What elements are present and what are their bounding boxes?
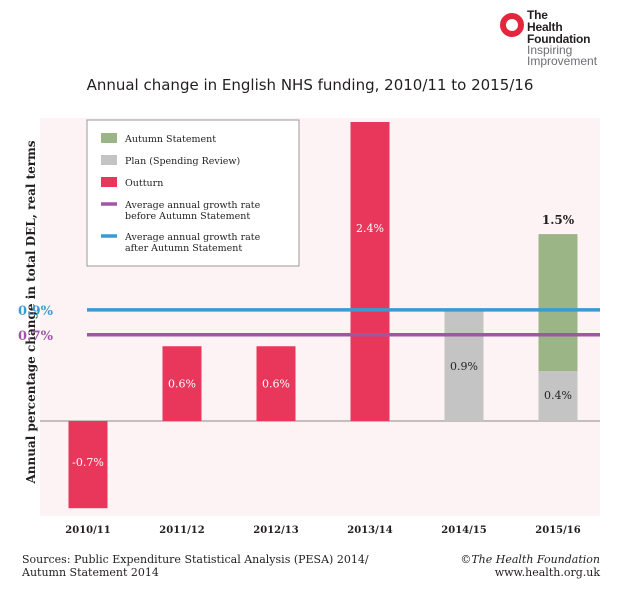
legend-swatch [101, 155, 117, 165]
total-label: 1.5% [542, 213, 575, 227]
legend [86, 119, 300, 267]
brand-tagline: Inspiring Improvement [527, 43, 598, 68]
bar-outturn-2010-11 [68, 421, 108, 509]
x-tick-label: 2011/12 [159, 525, 204, 536]
data-label: 2.4% [356, 222, 384, 235]
brand-tagline-line-2: Improvement [527, 54, 598, 68]
data-label: 0.4% [544, 389, 572, 402]
legend-swatch [101, 133, 117, 143]
sources-line-2: Autumn Statement 2014 [22, 566, 159, 579]
legend-swatch [101, 177, 117, 187]
reference-label: 0.7% [18, 329, 54, 344]
bar-plan-spending-review-2014-15 [444, 308, 484, 421]
data-label: -0.7% [72, 456, 104, 469]
x-tick-label: 2013/14 [347, 525, 392, 536]
legend-label: after Autumn Statement [125, 243, 242, 254]
sources-line-1: Sources: Public Expenditure Statistical … [22, 553, 369, 566]
legend-label: before Autumn Statement [125, 211, 250, 222]
data-label: 0.6% [168, 377, 196, 390]
y-axis-label: Annual percentage change in total DEL, r… [24, 140, 38, 484]
chart-title: Annual change in English NHS funding, 20… [86, 76, 534, 94]
legend-label: Average annual growth rate [124, 200, 261, 211]
x-tick-label: 2010/11 [65, 525, 110, 536]
bar-outturn-2011-12 [162, 346, 202, 421]
website-link: www.health.org.uk [494, 566, 600, 579]
x-tick-label: 2014/15 [441, 525, 486, 536]
x-tick-label: 2012/13 [253, 525, 298, 536]
bar-autumn-statement-2015-16 [538, 234, 578, 372]
sources-note: Sources: Public Expenditure Statistical … [22, 553, 369, 579]
bar-outturn-2013-14 [350, 122, 390, 421]
legend-label: Outturn [125, 178, 163, 189]
health-foundation-logo [500, 13, 524, 37]
bar-plan-spending-review-2015-16 [538, 371, 578, 421]
brand-name-line-3: Foundation [527, 32, 591, 46]
brand-name: The Health Foundation [527, 8, 591, 46]
brand-name-line-1: The [527, 8, 548, 22]
brand-name-line-2: Health [527, 20, 563, 34]
x-tick-label: 2015/16 [535, 525, 580, 536]
reference-label: 0.9% [18, 304, 54, 319]
copyright-text: ©The Health Foundation [460, 553, 600, 566]
data-label: 0.6% [262, 377, 290, 390]
legend-label: Autumn Statement [124, 134, 216, 145]
logo-ring [500, 13, 524, 37]
bar-outturn-2012-13 [256, 346, 296, 421]
data-label: 0.9% [450, 360, 478, 373]
brand-tagline-line-1: Inspiring [527, 43, 573, 57]
footer-credit: ©The Health Foundation www.health.org.uk [460, 553, 600, 579]
legend-label: Average annual growth rate [124, 232, 261, 243]
legend-label: Plan (Spending Review) [125, 156, 240, 167]
